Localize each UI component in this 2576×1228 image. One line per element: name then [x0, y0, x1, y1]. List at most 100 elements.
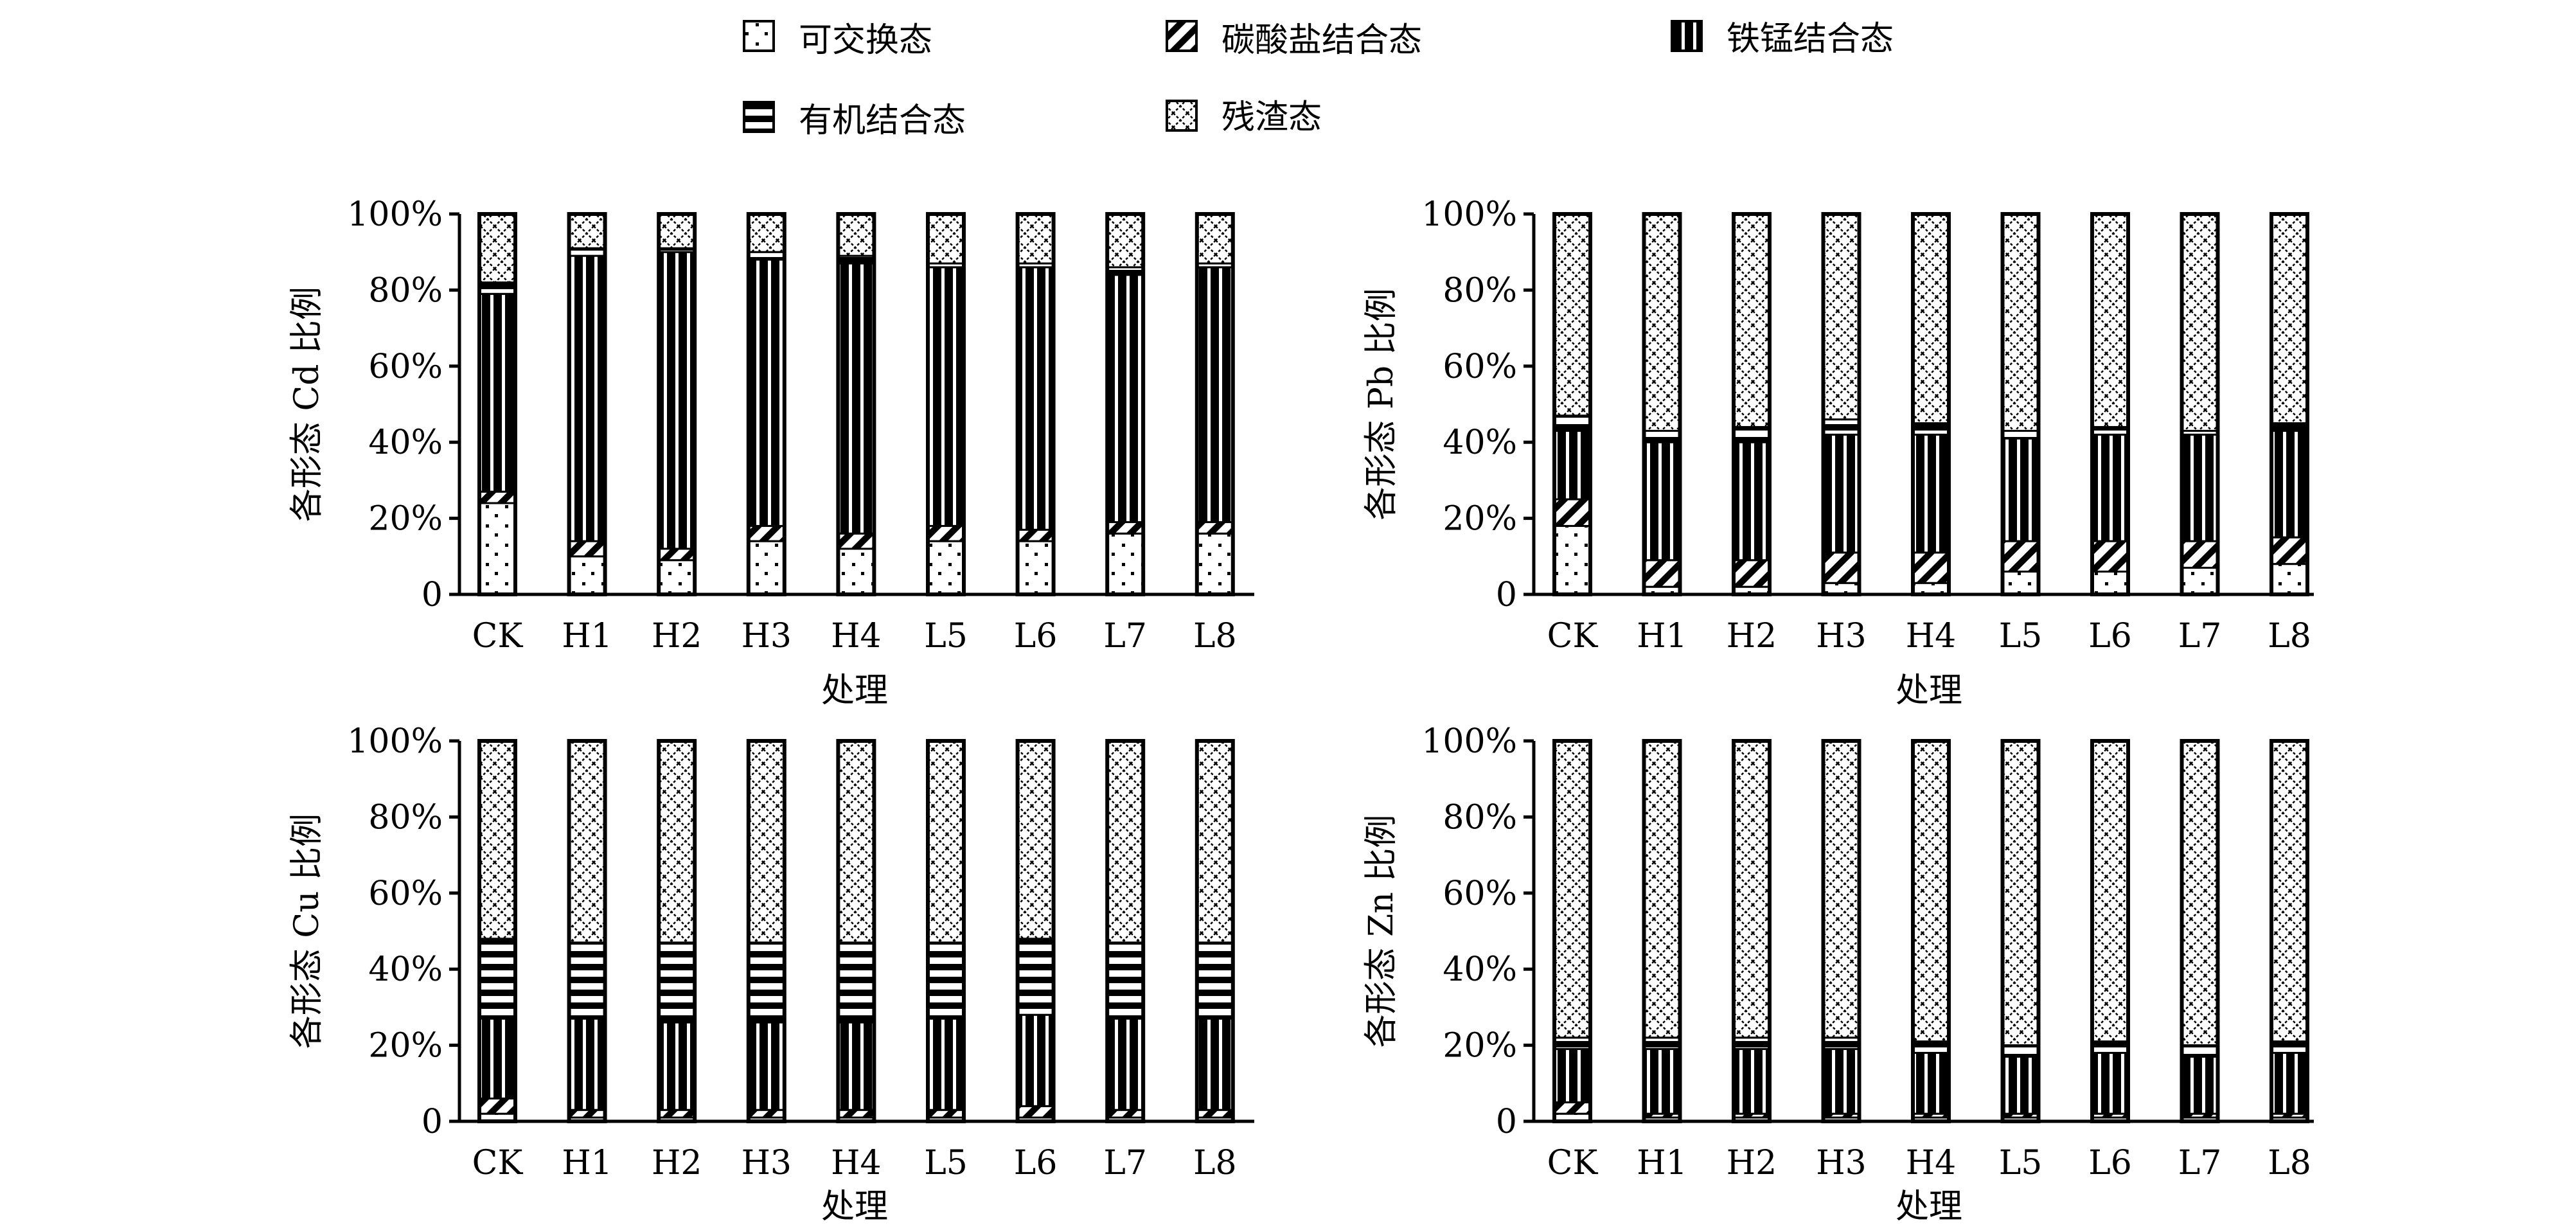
bar-segment-5 — [568, 740, 607, 944]
bar-segment-3 — [837, 262, 875, 535]
bar-segment-5 — [1822, 213, 1860, 421]
legend-swatch-dots — [743, 20, 775, 52]
bar-segment-5 — [1732, 213, 1771, 429]
x-tick-label: L7 — [2178, 617, 2222, 655]
bar-segment-5 — [1196, 213, 1234, 265]
bar-segment-5 — [478, 213, 517, 284]
bar-segment-3 — [1017, 266, 1055, 531]
bar-segment-1 — [478, 502, 517, 596]
bar-segment-2 — [657, 1108, 696, 1119]
bar-segment-4 — [837, 254, 875, 265]
bar-segment-2 — [927, 1108, 965, 1119]
y-tick-label: 100% — [347, 722, 443, 761]
bar-segment-5 — [2091, 213, 2129, 429]
bar-segment-4 — [1106, 941, 1144, 1020]
x-tick-label: H4 — [1906, 1144, 1956, 1182]
bar-segment-4 — [478, 938, 517, 1020]
y-axis-title: 各形态 Pb 比例 — [1362, 288, 1401, 520]
bar-segment-2 — [747, 524, 786, 542]
bar-segment-5 — [657, 213, 696, 249]
bar-segment-2 — [2002, 540, 2039, 573]
legend-item-organic: 有机结合态 — [743, 101, 966, 140]
bar-segment-5 — [2181, 740, 2219, 1047]
bar-segment-4 — [1822, 418, 1860, 436]
bar-segment-5 — [1643, 740, 1681, 1039]
bar-segment-5 — [568, 213, 607, 249]
bar-segment-1 — [568, 555, 607, 596]
x-tick-label: L6 — [1014, 617, 1058, 655]
bar-segment-1 — [2002, 570, 2039, 596]
bar-segment-4 — [1912, 422, 1950, 436]
bar-segment-2 — [2270, 536, 2309, 565]
x-tick-label: H3 — [742, 1144, 792, 1182]
bar-segment-4 — [2091, 1040, 2129, 1054]
chart-cu: 0 20% 40% 60% 80% 100% CK H1 H2 H3 H4 L5 L6 L7 L8 处理 各形态… — [288, 722, 1254, 1226]
bar-segment-2 — [568, 1108, 607, 1119]
bar-segment-2 — [1732, 559, 1771, 588]
bar-segment-5 — [747, 740, 786, 944]
bar-segment-4 — [2002, 429, 2039, 440]
legend-label: 碳酸盐结合态 — [1221, 21, 1422, 60]
bar-segment-2 — [478, 1097, 517, 1115]
bar-segment-5 — [1912, 740, 1950, 1043]
x-axis-title: 处理 — [821, 1188, 888, 1226]
bar-segment-2 — [837, 1108, 875, 1119]
bar-segment-1 — [2270, 563, 2309, 596]
bar-segment-3 — [837, 1021, 875, 1111]
bar-segment-4 — [837, 941, 875, 1024]
bar-segment-5 — [1017, 213, 1055, 265]
bar-segment-2 — [2181, 540, 2219, 569]
x-tick-label: L7 — [2178, 1144, 2222, 1182]
legend-label: 可交换态 — [799, 21, 932, 60]
bar-segment-4 — [2002, 1044, 2039, 1058]
legend-label: 残渣态 — [1221, 98, 1322, 137]
x-tick-label: L8 — [1193, 617, 1237, 655]
bar-segment-3 — [2181, 1055, 2219, 1115]
bar-segment-1 — [2091, 570, 2129, 596]
bar-segment-5 — [1732, 740, 1771, 1039]
bar-segment-5 — [1553, 213, 1592, 417]
bar-segment-2 — [657, 547, 696, 562]
y-tick-label: 60% — [1443, 348, 1517, 386]
bar-segment-4 — [1553, 414, 1592, 432]
x-tick-label: H2 — [1727, 617, 1777, 655]
x-tick-label: L5 — [924, 617, 968, 655]
bar-segment-5 — [1553, 740, 1592, 1039]
bar-segment-2 — [1017, 528, 1055, 542]
x-tick-label: H2 — [652, 1144, 702, 1182]
y-tick-label: 80% — [368, 798, 443, 837]
bar-segment-1 — [657, 559, 696, 596]
y-tick-label: 100% — [1421, 722, 1517, 761]
bar-segment-3 — [657, 1021, 696, 1111]
bar-segment-3 — [747, 1021, 786, 1111]
bar-segment-5 — [2091, 740, 2129, 1043]
bar-segment-2 — [2091, 540, 2129, 573]
bar-segment-3 — [478, 292, 517, 493]
x-tick-label: H1 — [1637, 617, 1687, 655]
bar-segment-3 — [1732, 441, 1771, 562]
y-tick-label: 40% — [1443, 423, 1517, 462]
y-tick-label: 0 — [422, 576, 443, 614]
bar-segment-4 — [568, 247, 607, 257]
bar-segment-4 — [2270, 422, 2309, 432]
bar-segment-3 — [1912, 433, 1950, 554]
bar-segment-2 — [837, 532, 875, 550]
x-tick-label: H3 — [1816, 1144, 1866, 1182]
bar-segment-1 — [747, 540, 786, 596]
bar-segment-3 — [1822, 433, 1860, 554]
bar-segment-5 — [837, 740, 875, 944]
bar-segment-5 — [837, 213, 875, 257]
bar-segment-4 — [657, 941, 696, 1024]
y-tick-label: 60% — [368, 875, 443, 913]
y-tick-label: 0 — [422, 1103, 443, 1141]
x-tick-label: H1 — [1637, 1144, 1687, 1182]
bar-segment-2 — [1017, 1105, 1055, 1119]
bar-segment-5 — [927, 740, 965, 944]
bar-segment-5 — [1017, 740, 1055, 940]
bar-segment-4 — [1553, 1037, 1592, 1051]
legend-item-femn: 铁锰结合态 — [1671, 20, 1894, 58]
bar-segment-3 — [1732, 1048, 1771, 1115]
bar-segment-4 — [747, 941, 786, 1024]
bar-segment-3 — [478, 1017, 517, 1099]
